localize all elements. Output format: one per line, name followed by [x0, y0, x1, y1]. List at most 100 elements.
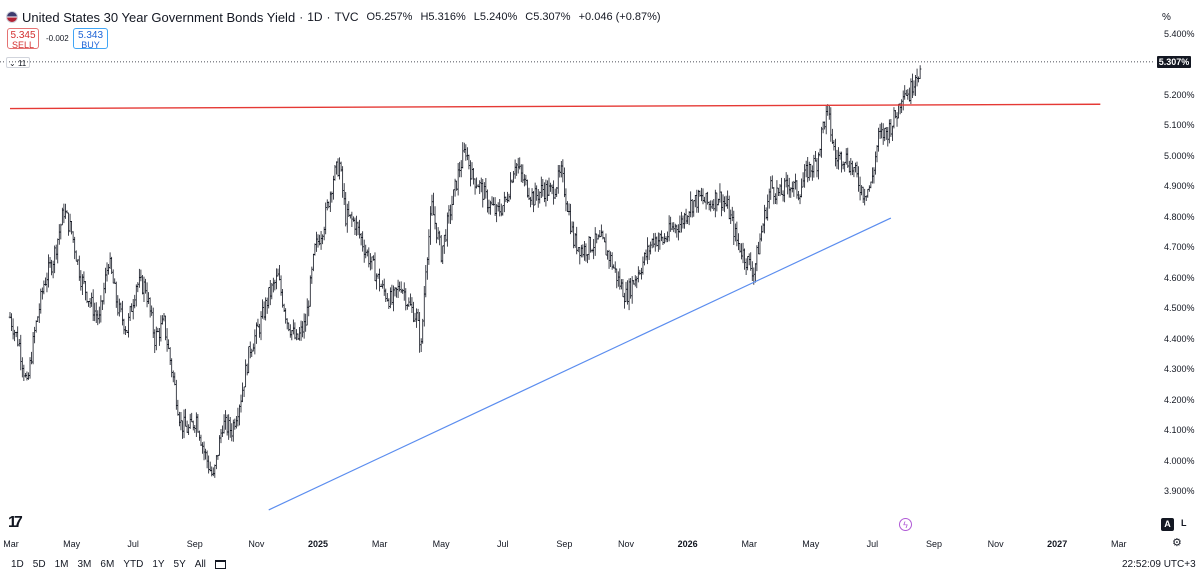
- ohlc-bar: [630, 276, 634, 304]
- ohlc-bar: [358, 219, 361, 239]
- ohlc-bar: [250, 348, 254, 357]
- auto-scale-button[interactable]: A: [1161, 518, 1174, 531]
- ohlc-bar: [329, 191, 332, 213]
- ohlc-bar: [446, 212, 449, 247]
- ohlc-bar: [695, 189, 699, 213]
- ohlc-bar: [915, 68, 919, 87]
- ohlc-bar: [704, 192, 708, 210]
- ohlc-bar: [670, 222, 674, 231]
- ohlc-bar: [784, 172, 788, 188]
- ohlc-bar: [552, 180, 555, 205]
- ohlc-bar: [806, 157, 810, 183]
- ohlc-bar: [917, 76, 920, 83]
- ohlc-bar: [37, 303, 41, 323]
- log-scale-button[interactable]: L: [1181, 518, 1187, 528]
- time-tick-label: Sep: [186, 539, 203, 549]
- lightning-icon[interactable]: ϟ: [899, 518, 912, 531]
- ohlc-bar: [638, 269, 642, 276]
- ohlc-bar: [783, 178, 786, 203]
- ohlc-bar: [17, 339, 21, 347]
- source-label: TVC: [334, 10, 359, 24]
- ohlc-bar: [268, 279, 272, 306]
- symbol-header[interactable]: United States 30 Year Government Bonds Y…: [6, 8, 666, 26]
- ohlc-bar: [553, 188, 557, 199]
- ohlc-bar: [677, 224, 680, 241]
- symbol-title[interactable]: United States 30 Year Government Bonds Y…: [22, 9, 296, 25]
- ohlc-bar: [119, 302, 123, 313]
- range-1y[interactable]: 1Y: [152, 559, 165, 570]
- range-5d[interactable]: 5D: [32, 559, 46, 570]
- ohlc-bar: [461, 142, 465, 169]
- ohlc-bar: [16, 326, 19, 347]
- ohlc-bar: [71, 231, 75, 243]
- ohlc-bar: [201, 442, 204, 454]
- ohlc-bar: [74, 250, 78, 262]
- ohlc-bar: [193, 424, 197, 433]
- ohlc-bar: [270, 283, 274, 300]
- range-5y[interactable]: 5Y: [173, 559, 186, 570]
- ohlc-bar: [118, 298, 121, 317]
- ohlc-bar: [797, 190, 800, 201]
- ohlc-bar: [486, 189, 489, 213]
- clock[interactable]: 22:52:09 UTC+3: [1122, 559, 1196, 570]
- ohlc-bar: [136, 282, 140, 293]
- ohlc-bar: [145, 282, 149, 308]
- ohlc-bar: [367, 247, 371, 268]
- range-1d[interactable]: 1D: [11, 559, 24, 570]
- ohlc-bar: [275, 268, 278, 290]
- ohlc-bar: [131, 299, 135, 320]
- sell-button[interactable]: 5.345 SELL: [7, 28, 39, 50]
- ohlc-bar: [589, 236, 592, 253]
- ohlc-bar: [68, 213, 72, 233]
- range-6m[interactable]: 6M: [100, 559, 115, 570]
- ohlc-bar: [235, 415, 238, 429]
- ohlc-bar: [39, 288, 43, 314]
- ohlc-bar: [809, 163, 813, 178]
- range-all[interactable]: All: [194, 559, 206, 570]
- ohlc-bar: [158, 327, 161, 346]
- ohlc-bar: [857, 166, 860, 192]
- range-1m[interactable]: 1M: [54, 559, 69, 570]
- ohlc-bar: [530, 188, 534, 205]
- ohlc-bar: [104, 267, 107, 294]
- price-tick-label: 5.400%: [1164, 28, 1195, 39]
- ohlc-bar: [472, 167, 475, 185]
- ohlc-bar: [107, 264, 110, 275]
- tradingview-logo[interactable]: 17: [8, 514, 23, 531]
- ohlc-bar: [600, 224, 603, 237]
- ohlc-bar: [241, 382, 244, 403]
- ohlc-bar: [356, 221, 360, 236]
- ohlc-bar: [389, 287, 392, 309]
- ohlc-bar: [529, 196, 532, 208]
- ohlc-bar: [834, 138, 837, 167]
- ohlc-bar: [352, 216, 355, 222]
- ohlc-bar: [860, 185, 863, 196]
- ohlc-bar: [617, 271, 620, 287]
- ohlc-bar: [692, 200, 696, 217]
- ohlc-bar: [273, 279, 277, 291]
- ohlc-bar: [615, 268, 619, 289]
- ohlc-bar: [87, 301, 90, 307]
- ohlc-bar: [646, 237, 649, 265]
- ohlc-bar: [390, 284, 394, 305]
- gear-icon[interactable]: ⚙: [1172, 537, 1182, 549]
- range-3m[interactable]: 3M: [77, 559, 92, 570]
- range-ytd[interactable]: YTD: [123, 559, 144, 570]
- interval-label[interactable]: 1D: [307, 10, 323, 24]
- ohlc-bar: [10, 313, 13, 332]
- ohlc-bar: [276, 268, 280, 277]
- ohlc-bar: [817, 152, 820, 180]
- ohlc-bar: [869, 181, 873, 189]
- ohlc-bar: [188, 413, 192, 429]
- ohlc-bar: [673, 223, 677, 234]
- ohlc-bar: [452, 189, 455, 206]
- buy-button[interactable]: 5.343 BUY: [73, 28, 108, 50]
- ohlc-bar: [829, 107, 833, 142]
- ohlc-bar: [42, 280, 46, 295]
- indicators-toggle[interactable]: ⌄ 11: [6, 57, 30, 68]
- ohlc-bar: [327, 201, 331, 209]
- ohlc-bar: [624, 281, 628, 303]
- calendar-icon[interactable]: [214, 560, 226, 569]
- ohlc-bar: [70, 220, 73, 235]
